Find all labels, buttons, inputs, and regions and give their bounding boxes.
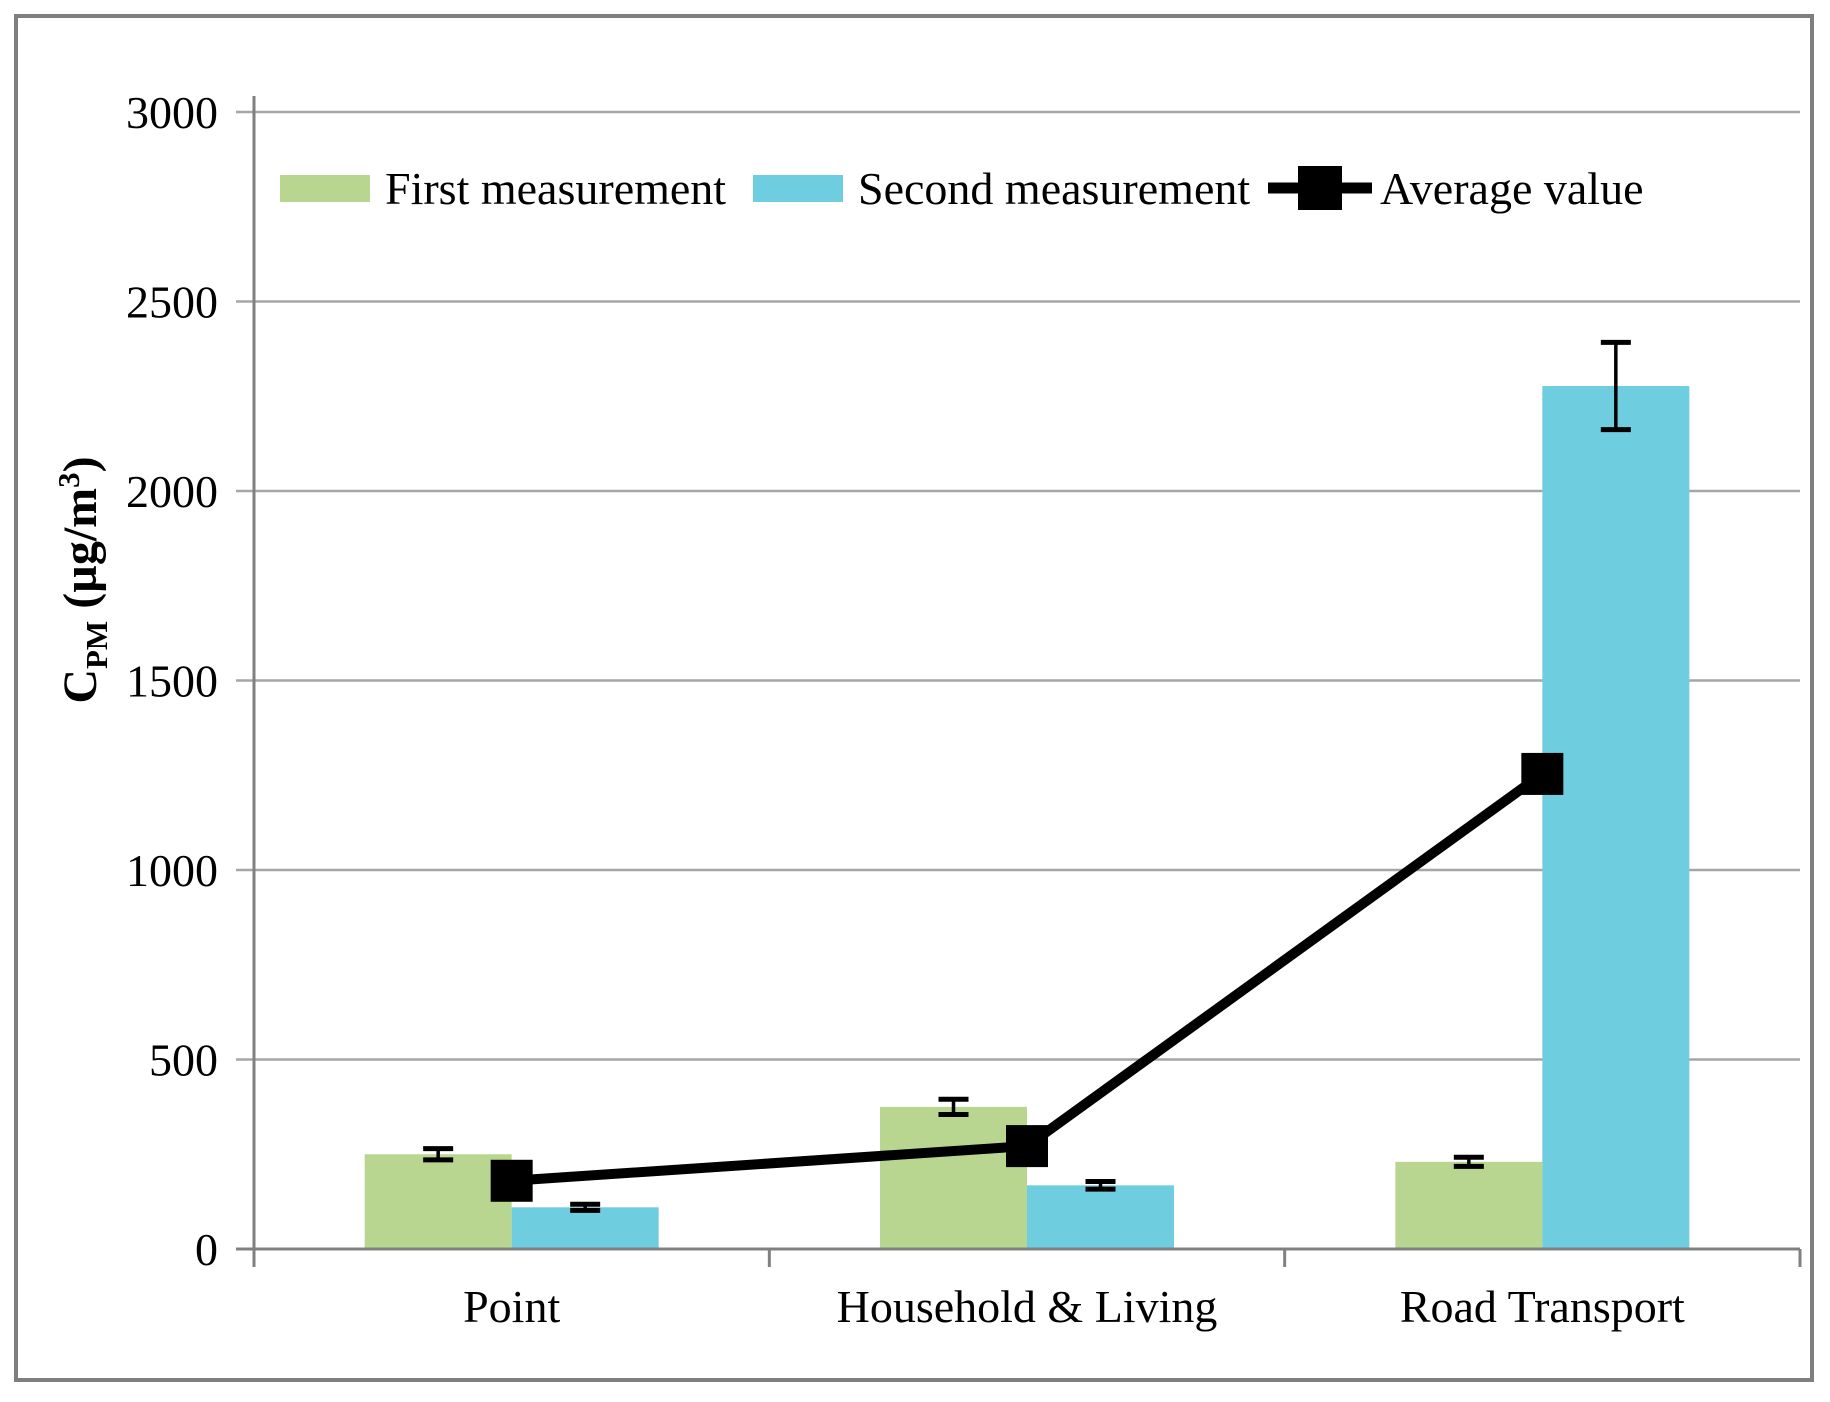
legend-marker-average-value <box>1298 166 1342 210</box>
bar-first-1 <box>364 1154 512 1249</box>
legend-swatch-first-measurement <box>280 175 370 202</box>
bar-second-2 <box>1027 1185 1174 1249</box>
y-tick-label-2500: 2500 <box>126 277 218 328</box>
bar-first-3 <box>1395 1161 1543 1249</box>
average-marker-2 <box>1006 1125 1048 1168</box>
bar-first-2 <box>880 1106 1027 1249</box>
average-marker-1 <box>490 1159 533 1202</box>
y-tick-label-1500: 1500 <box>126 656 218 707</box>
y-tick-label-2000: 2000 <box>126 466 218 517</box>
y-tick-label-0: 0 <box>195 1224 218 1275</box>
x-category-label-2: Household & Living <box>837 1281 1218 1332</box>
legend-label-average-value: Average value <box>1380 163 1644 214</box>
bar-second-1 <box>511 1207 659 1249</box>
x-category-label-1: Point <box>463 1281 560 1332</box>
y-axis-title: CPM (µg/m3) <box>51 456 114 703</box>
legend-label-first-measurement: First measurement <box>385 163 726 214</box>
y-tick-label-1000: 1000 <box>126 845 218 896</box>
legend-label-second-measurement: Second measurement <box>858 163 1250 214</box>
legend-swatch-second-measurement <box>753 175 843 202</box>
x-category-label-3: Road Transport <box>1400 1281 1685 1332</box>
y-tick-label-500: 500 <box>149 1035 218 1086</box>
bar-second-3 <box>1542 386 1690 1250</box>
y-tick-label-3000: 3000 <box>126 87 218 138</box>
average-marker-3 <box>1521 752 1564 795</box>
